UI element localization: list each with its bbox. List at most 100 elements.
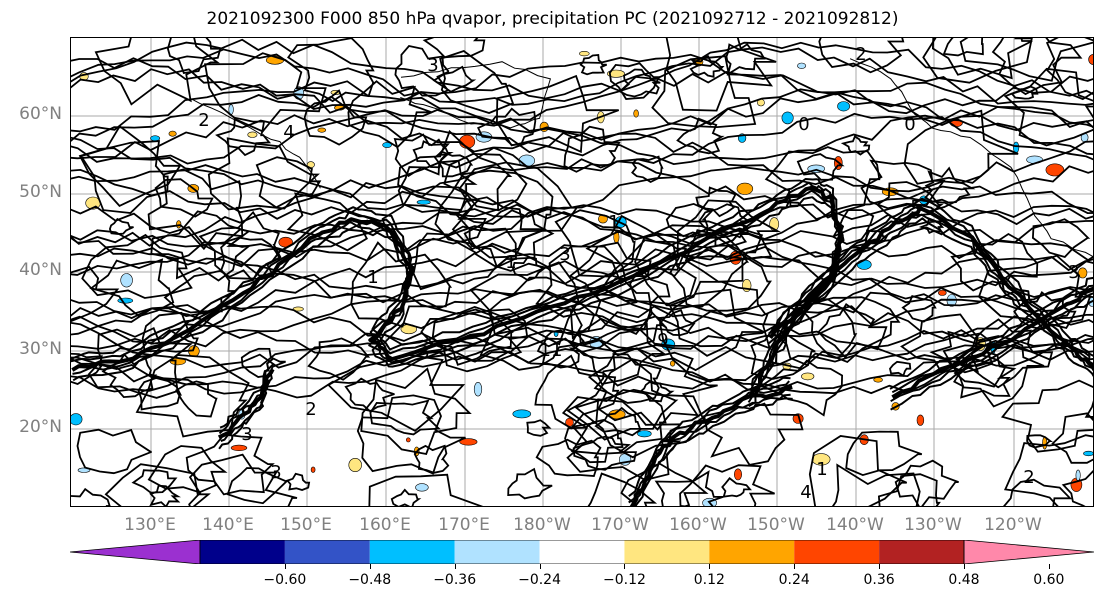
contour-value-label: 4 <box>283 122 294 143</box>
contour-loop <box>574 388 706 459</box>
colorbar-bin <box>709 540 795 564</box>
contour-loop <box>568 241 652 307</box>
contour-loop <box>840 135 871 156</box>
coastline <box>849 58 1093 258</box>
colorbar-tick-mark <box>794 564 796 569</box>
precip-cell <box>150 135 161 142</box>
contour-loop <box>185 433 275 496</box>
contour-line <box>71 182 1093 247</box>
longitude-label: 130°W <box>904 515 962 535</box>
colorbar-tick-mark <box>539 564 541 569</box>
contour-loop <box>76 428 152 475</box>
contour-loop <box>638 380 675 403</box>
contour-loop <box>593 353 662 404</box>
contour-line <box>71 204 1093 262</box>
contour-loop <box>864 229 889 245</box>
precip-cell <box>607 69 625 78</box>
contour-line <box>71 333 1093 390</box>
contour-loop <box>669 244 772 312</box>
colorbar-extend-high <box>963 539 1095 565</box>
contour-loop <box>1051 412 1093 464</box>
longitude-label: 160°E <box>359 515 411 535</box>
contour-loop <box>750 326 816 380</box>
contour-line <box>71 287 1093 348</box>
longitude-label: 180°W <box>513 515 571 535</box>
precip-cell <box>1088 53 1093 66</box>
contour-value-label: 1 <box>816 459 827 480</box>
contour-line <box>71 131 1093 197</box>
contour-loop <box>665 202 713 238</box>
colorbar-bins <box>69 539 1095 565</box>
colorbar-tick-mark <box>1048 564 1050 569</box>
contour-value-label: 4 <box>800 482 811 503</box>
precip-cell <box>1083 450 1093 457</box>
colorbar-bin <box>794 540 880 564</box>
contour-loop <box>147 445 228 494</box>
contour-loop <box>526 419 552 437</box>
contour-loop <box>507 467 553 500</box>
contour-loop <box>215 116 272 157</box>
contour-line <box>71 305 1093 369</box>
contour-loop <box>439 49 515 114</box>
colorbar-bin <box>454 540 540 564</box>
colorbar-tick-label: −0.12 <box>602 572 646 588</box>
contour-loop <box>350 241 453 328</box>
contour-loop <box>889 360 912 377</box>
contour-line <box>71 337 1093 399</box>
precip-cell <box>1078 267 1088 279</box>
precip-cell <box>801 372 815 381</box>
contour-loop <box>808 435 908 506</box>
precip-cell <box>120 273 133 288</box>
precip-cell <box>578 51 590 57</box>
contour-line <box>71 46 1093 106</box>
contour-loop <box>773 298 858 367</box>
colorbar-extend-low <box>69 539 201 565</box>
precip-cell <box>168 130 177 137</box>
precip-cell <box>310 466 316 473</box>
contour-loop <box>601 239 697 305</box>
precip-cell <box>633 109 639 118</box>
longitude-label: 150°W <box>747 515 805 535</box>
precip-cell <box>1012 141 1020 154</box>
contour-loop <box>360 367 472 456</box>
contour-loop <box>695 186 737 218</box>
contour-value-label: 1 <box>505 252 516 273</box>
contour-loop <box>618 68 661 98</box>
precip-cell <box>837 101 850 112</box>
contour-line <box>71 329 1093 393</box>
map-panel: 3 2 4 2 0 0 5 1 3 1 1 9 2 3 11 3 1 4 3 2 3 <box>70 37 1094 507</box>
precip-cell <box>459 438 478 446</box>
contour-loop <box>564 419 624 464</box>
contour-loop <box>413 444 450 474</box>
contour-loop <box>535 438 602 477</box>
contour-line <box>634 397 793 506</box>
contour-loop <box>422 38 486 59</box>
contour-loop <box>397 159 478 211</box>
precip-cell <box>292 306 304 312</box>
contour-loop <box>1010 85 1039 100</box>
contour-loop <box>1003 478 1073 506</box>
contour-line <box>218 378 272 450</box>
contour-loop <box>566 358 679 441</box>
contour-value-label: 3 <box>241 424 252 445</box>
contour-line <box>71 305 1093 368</box>
contour-loop <box>608 62 661 100</box>
contour-loop <box>798 296 901 364</box>
latitude-label: 50°N <box>19 182 62 202</box>
contour-loop <box>1003 67 1093 147</box>
colorbar-bin <box>200 540 285 564</box>
contour-line <box>71 158 1093 221</box>
contour-loop <box>587 472 658 506</box>
precip-cell <box>247 131 258 138</box>
contour-loop <box>1000 379 1093 453</box>
colorbar-tick-label: 0.12 <box>693 572 725 588</box>
contour-line <box>71 38 1093 100</box>
colorbar-tick-label: 0.48 <box>948 572 980 588</box>
contour-line <box>71 204 1093 268</box>
contour-value-label: 0 <box>798 114 809 135</box>
precip-cell <box>415 483 429 492</box>
contour-loop <box>572 435 637 471</box>
contour-loop <box>1045 38 1093 101</box>
contour-line <box>71 213 1093 279</box>
